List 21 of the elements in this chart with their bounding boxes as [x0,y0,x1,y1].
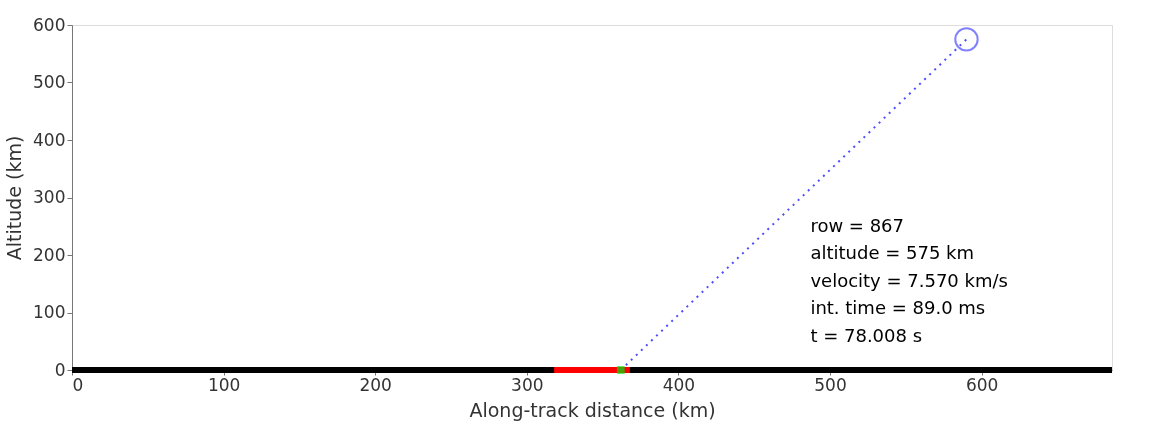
x-axis-title: Along-track distance (km) [469,398,716,421]
annotation: velocity = 7.570 km/s [810,269,1008,291]
x-tick-label: 600 [965,374,999,395]
x-tick-label: 0 [72,374,84,395]
y-tick-label: 500 [33,72,66,92]
x-tick-label: 500 [814,374,847,395]
y-tick-label: 100 [33,302,66,322]
y-tick-label: 600 [33,14,66,35]
x-tick-label: 400 [662,374,696,395]
y-tick-label: 200 [33,244,66,265]
y-axis-title: Altitude (km) [3,135,26,261]
x-tick-label: 200 [359,374,392,395]
annotation: altitude = 575 km [810,242,975,264]
x-tick-label: 100 [207,374,241,395]
x-tick-label: 300 [511,374,544,395]
annotation: int. time = 89.0 ms [810,297,986,319]
y-tick-label: 0 [54,359,66,380]
annotation: row = 867 [810,214,905,236]
annotation: t = 78.008 s [810,324,923,346]
y-tick-label: 300 [33,187,66,207]
y-tick-label: 400 [33,129,66,150]
